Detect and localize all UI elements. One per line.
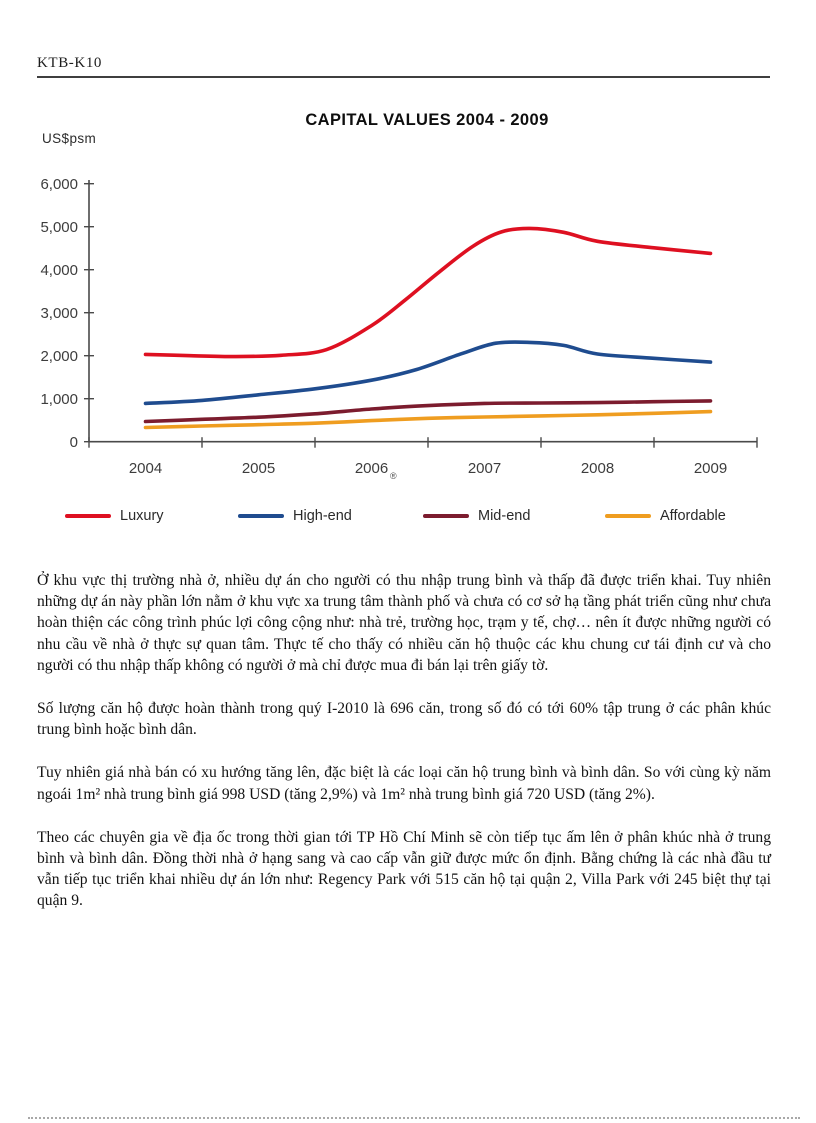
legend-line-swatch	[65, 514, 111, 518]
series-line-affordable	[143, 409, 713, 430]
legend-label: High-end	[293, 508, 352, 524]
body-paragraph: Tuy nhiên giá nhà bán có xu hướng tăng l…	[37, 764, 771, 803]
legend-label: Affordable	[660, 508, 726, 524]
header-divider	[37, 76, 770, 78]
y-axis-label: 1,000	[40, 391, 78, 408]
legend-label: Mid-end	[478, 508, 531, 524]
y-axis-label: 4,000	[40, 262, 78, 279]
footer-dotted-divider	[28, 1117, 800, 1119]
x-axis-label: 2004	[129, 460, 162, 477]
y-axis-label: 2,000	[40, 348, 78, 365]
chart-unit-label: US$psm	[42, 131, 97, 146]
y-axis-label: 0	[70, 434, 78, 451]
x-axis-label: 2009	[694, 460, 727, 477]
series-line-luxury	[143, 226, 713, 359]
y-axis-label: 3,000	[40, 305, 78, 322]
y-axis-label: 6,000	[40, 176, 78, 193]
y-axis-label: 5,000	[40, 219, 78, 236]
chart-legend: Luxury High-end Mid-end Affordable	[0, 505, 816, 529]
registered-mark: ®	[390, 471, 397, 481]
x-axis-label: 2006	[355, 460, 388, 477]
legend-line-swatch	[605, 514, 651, 518]
legend-item-high-end: High-end	[238, 505, 352, 527]
body-text: Ở khu vực thị trường nhà ở, nhiều dự án …	[37, 570, 771, 934]
legend-line-swatch	[238, 514, 284, 518]
legend-item-affordable: Affordable	[605, 505, 726, 527]
capital-values-chart: 0 1,000 2,000 3,000 4,000 5,000 6,000 2004 2005 2…	[40, 176, 758, 477]
series-line-mid-end	[143, 399, 713, 424]
legend-item-luxury: Luxury	[65, 505, 164, 527]
legend-item-mid-end: Mid-end	[423, 505, 530, 527]
legend-line-swatch	[423, 514, 469, 518]
body-paragraph: Số lượng căn hộ được hoàn thành trong qu…	[37, 700, 771, 739]
legend-label: Luxury	[120, 508, 164, 524]
body-paragraph: Ở khu vực thị trường nhà ở, nhiều dự án …	[37, 572, 771, 674]
page-header-code: KTB-K10	[37, 55, 103, 71]
body-paragraph: Theo các chuyên gia về địa ốc trong thời…	[37, 828, 771, 910]
x-axis-label: 2007	[468, 460, 501, 477]
x-axis-label: 2008	[581, 460, 614, 477]
series-line-high-end	[143, 340, 713, 406]
x-axis-label: 2005	[242, 460, 275, 477]
chart-title: CAPITAL VALUES 2004 - 2009	[305, 111, 549, 129]
